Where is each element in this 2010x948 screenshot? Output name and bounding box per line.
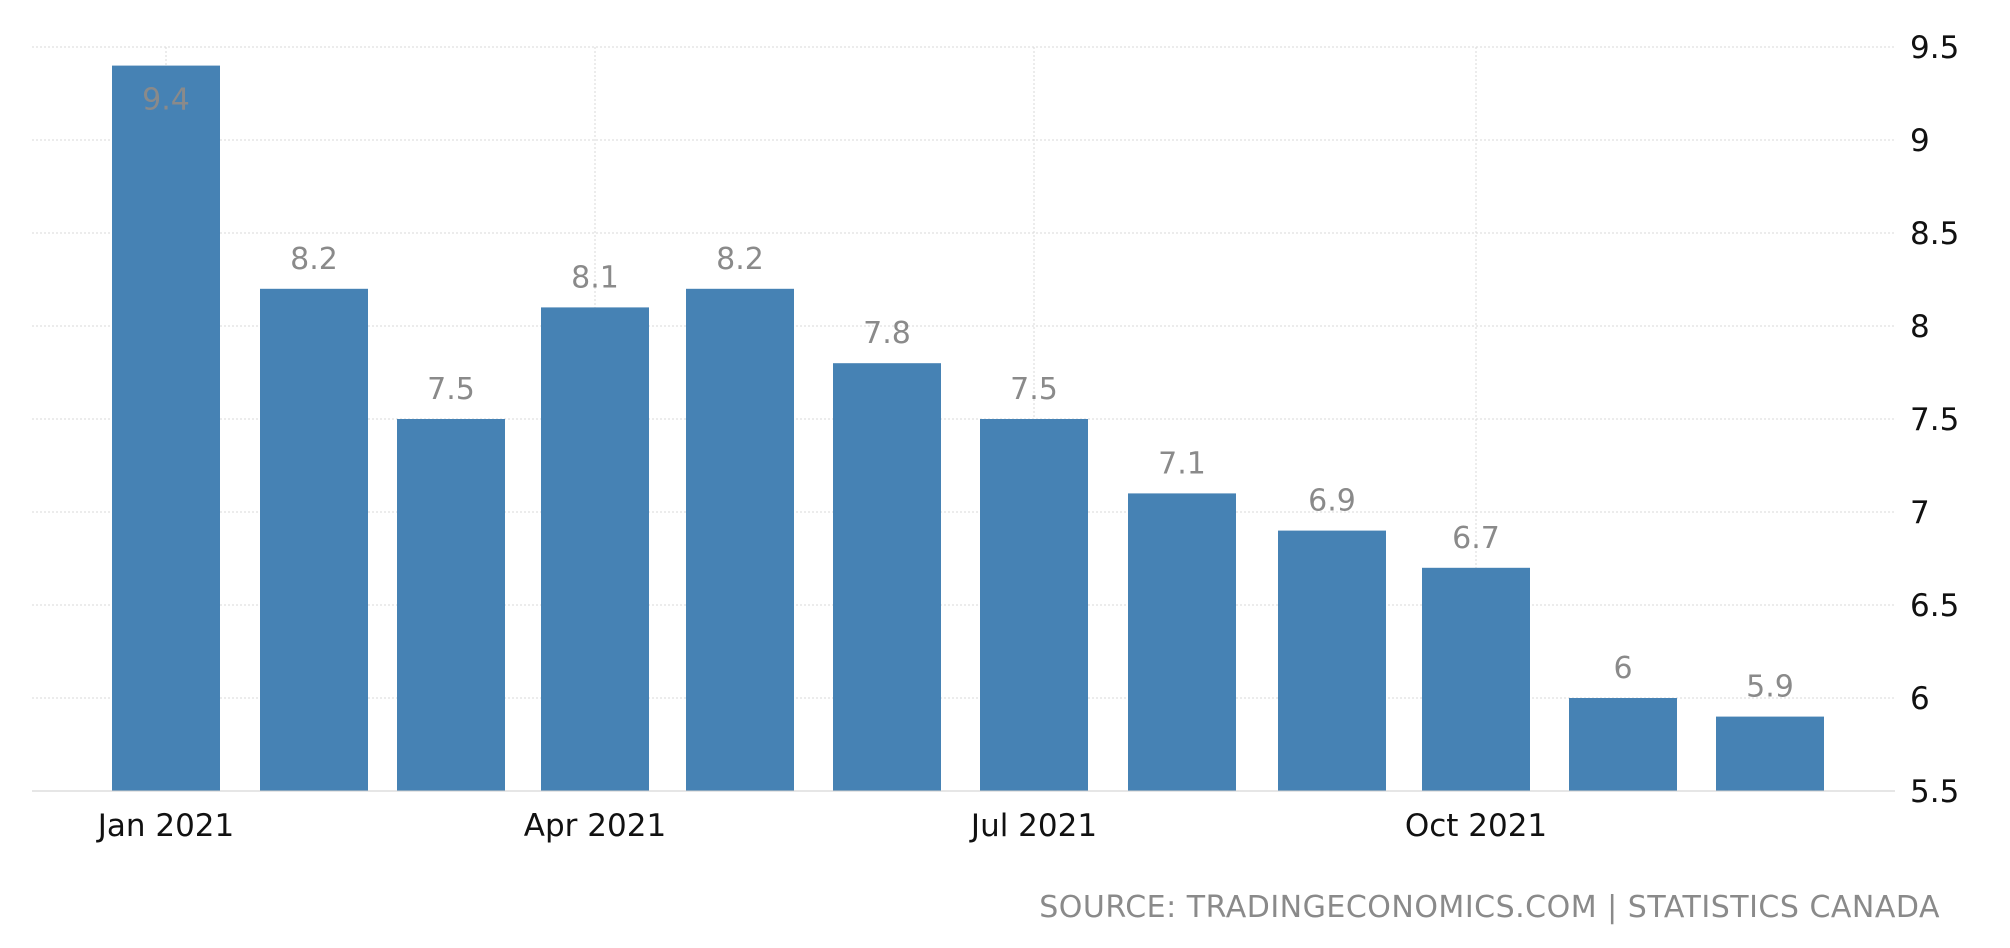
bar <box>541 307 649 791</box>
bar <box>980 419 1088 791</box>
bars-layer <box>112 65 1824 792</box>
y-tick-label: 6.5 <box>1910 588 1959 624</box>
data-label: 6 <box>1613 651 1632 686</box>
data-labels-layer: 9.4 8.2 7.5 8.1 8.2 7.8 7.5 7.1 6.9 6.7 6 5.9 <box>142 83 1794 705</box>
x-tick-label: Jul 2021 <box>969 808 1097 844</box>
data-label: 8.2 <box>716 242 764 277</box>
data-label: 6.9 <box>1308 484 1356 519</box>
y-tick-label: 9 <box>1910 123 1930 159</box>
source-attribution: SOURCE: TRADINGECONOMICS.COM | STATISTIC… <box>1039 890 1940 925</box>
data-label: 7.5 <box>1010 372 1058 407</box>
data-label: 8.1 <box>571 260 619 295</box>
bar <box>260 288 368 791</box>
data-label: 7.1 <box>1158 446 1206 481</box>
y-tick-label: 6 <box>1910 681 1930 717</box>
data-label: 6.7 <box>1452 521 1500 556</box>
y-tick-label: 8 <box>1910 309 1930 345</box>
y-tick-label: 9.5 <box>1910 30 1959 66</box>
bar <box>112 65 220 792</box>
y-tick-label: 7 <box>1910 495 1930 531</box>
y-axis: 5.5 6 6.5 7 7.5 8 8.5 9 9.5 <box>1910 30 1959 810</box>
x-tick-label: Jan 2021 <box>96 808 235 844</box>
bar <box>1569 698 1677 791</box>
data-label: 7.8 <box>863 316 911 351</box>
x-axis: Jan 2021 Apr 2021 Jul 2021 Oct 2021 <box>32 790 1895 844</box>
bar <box>397 419 505 791</box>
y-tick-label: 8.5 <box>1910 216 1959 252</box>
data-label: 8.2 <box>290 242 338 277</box>
data-label: 7.5 <box>427 372 475 407</box>
bar <box>1128 493 1236 791</box>
x-tick-label: Oct 2021 <box>1405 808 1547 844</box>
bar <box>1422 567 1530 791</box>
bar <box>686 288 794 791</box>
data-label: 5.9 <box>1746 670 1794 705</box>
bar <box>1716 716 1824 791</box>
bar <box>833 363 941 791</box>
bar <box>1278 530 1386 791</box>
y-tick-label: 7.5 <box>1910 402 1959 438</box>
y-tick-label: 5.5 <box>1910 774 1959 810</box>
x-tick-label: Apr 2021 <box>524 808 666 844</box>
data-label: 9.4 <box>142 83 190 118</box>
